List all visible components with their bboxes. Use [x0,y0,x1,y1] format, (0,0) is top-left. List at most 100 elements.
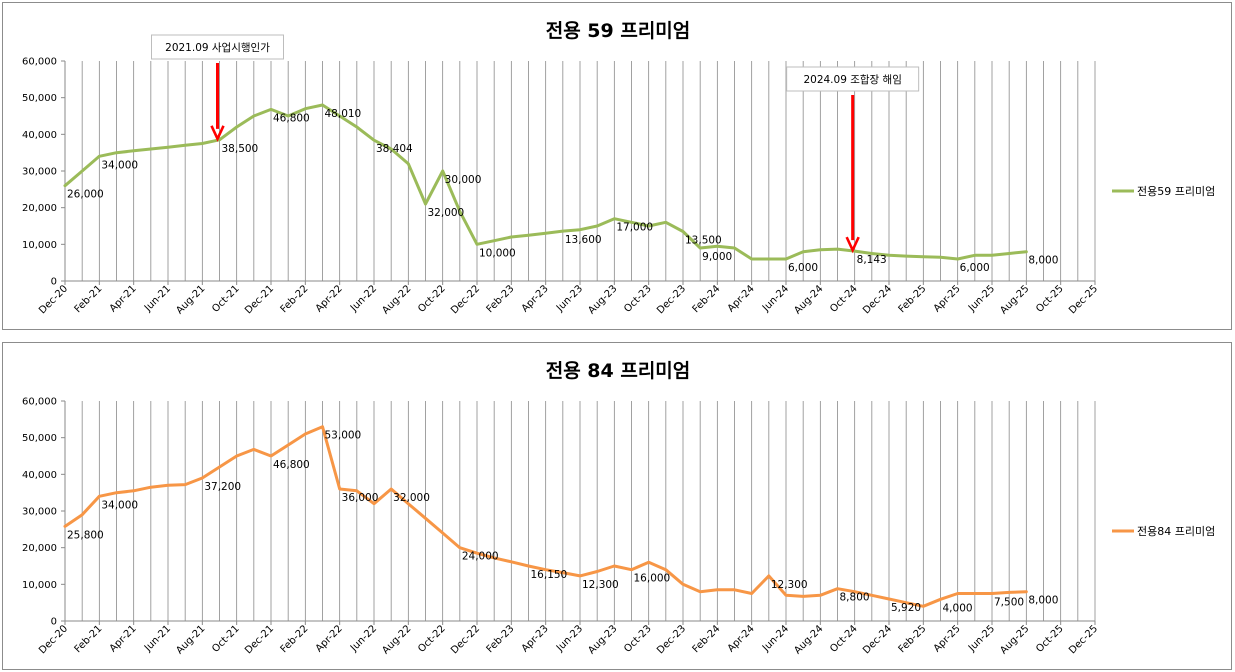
data-point [492,239,496,242]
data-point [321,103,324,107]
chart-title: 전용 84 프리미엄 [546,360,691,382]
data-point [115,151,118,154]
data-label: 38,404 [376,143,413,155]
chart-title: 전용 59 프리미엄 [546,20,691,42]
data-point [98,155,101,158]
x-tick-label: Dec-25 [1067,623,1100,656]
x-tick-label: Oct-23 [622,283,654,315]
data-point [681,230,685,233]
data-point [630,568,633,571]
y-tick-label: 20,000 [22,203,57,214]
data-point [716,244,719,248]
data-point [235,454,238,458]
x-tick-label: Dec-22 [449,283,482,316]
annotation-text: 2024.09 조합장 해임 [803,73,901,86]
data-point [458,210,462,213]
data-point [819,248,822,252]
data-label: 6,000 [788,262,818,274]
data-point [80,169,84,173]
x-tick-label: Jun-24 [760,283,791,314]
data-label: 9,000 [702,251,732,263]
data-label: 36,000 [342,492,379,504]
data-label: 34,000 [101,159,138,171]
data-point [527,564,530,568]
data-point [870,252,874,255]
data-point [201,476,204,480]
data-label: 32,000 [393,492,430,504]
data-point [664,568,668,571]
data-point [716,588,719,592]
data-point [407,162,410,165]
data-point [252,114,256,118]
x-tick-label: Jun-25 [966,623,997,654]
data-point [733,246,736,250]
x-tick-label: Dec-22 [449,623,482,656]
data-point [561,229,565,233]
data-point [698,246,702,250]
y-tick-label: 60,000 [22,57,57,68]
data-point [355,125,359,129]
data-point [922,605,925,608]
x-tick-label: Apr-21 [108,623,139,654]
data-point [544,232,547,235]
data-point [1025,590,1028,593]
data-point [252,448,256,451]
data-point [698,590,702,593]
data-point [63,184,67,187]
x-tick-label: Jun-21 [142,623,173,654]
data-point [801,250,805,253]
x-tick-label: Feb-22 [279,623,311,655]
x-tick-label: Apr-25 [932,283,963,314]
data-point [613,564,616,568]
x-tick-label: Jun-23 [554,283,585,314]
x-tick-label: Oct-21 [210,623,242,655]
data-point [63,525,67,528]
y-tick-label: 60,000 [22,397,57,408]
data-label: 17,000 [616,222,653,234]
x-tick-label: Dec-23 [655,283,688,316]
y-tick-label: 40,000 [22,130,57,141]
chart-59-svg: 전용 59 프리미엄 0 10,000 20,000 30,000 40,000 50,00… [22,20,1215,316]
annotation-arrow-head [845,236,860,254]
data-point [132,489,135,493]
data-point [784,594,788,597]
data-point [887,597,891,601]
data-point [664,221,668,224]
x-tick-label: Aug-23 [586,283,619,316]
data-point [767,574,771,578]
data-point [218,138,221,142]
x-tick-label: Feb-24 [691,623,723,655]
data-label: 37,200 [204,481,241,493]
x-tick-label: Oct-25 [1034,283,1066,315]
x-tick-label: Apr-22 [314,283,345,314]
data-point [166,484,170,487]
data-point [544,568,547,571]
x-tick-label: Jun-21 [142,283,173,314]
x-tick-label: Dec-21 [243,623,276,656]
data-point [973,592,977,595]
x-tick-label: Aug-22 [380,283,413,316]
data-point [750,592,753,595]
data-label: 26,000 [67,189,104,201]
data-point [424,517,427,520]
data-point [767,257,771,261]
data-label: 46,800 [273,459,310,471]
data-point [304,107,307,110]
y-tick-label: 20,000 [22,543,57,554]
data-label: 6,000 [960,262,990,274]
data-point [647,224,650,228]
x-tick-label: Oct-24 [828,623,860,655]
x-tick-label: Aug-21 [174,623,207,656]
x-tick-label: Oct-25 [1034,623,1066,655]
data-label: 5,920 [891,602,921,614]
data-point [475,551,479,555]
data-label: 16,000 [634,573,671,585]
x-tick-label: Aug-25 [998,283,1031,316]
data-label: 24,000 [462,551,499,563]
data-point [304,432,307,436]
x-tick-label: Apr-23 [520,283,551,314]
data-point [166,145,170,149]
data-point [1007,252,1011,255]
data-point [80,513,84,516]
data-point [269,108,273,111]
